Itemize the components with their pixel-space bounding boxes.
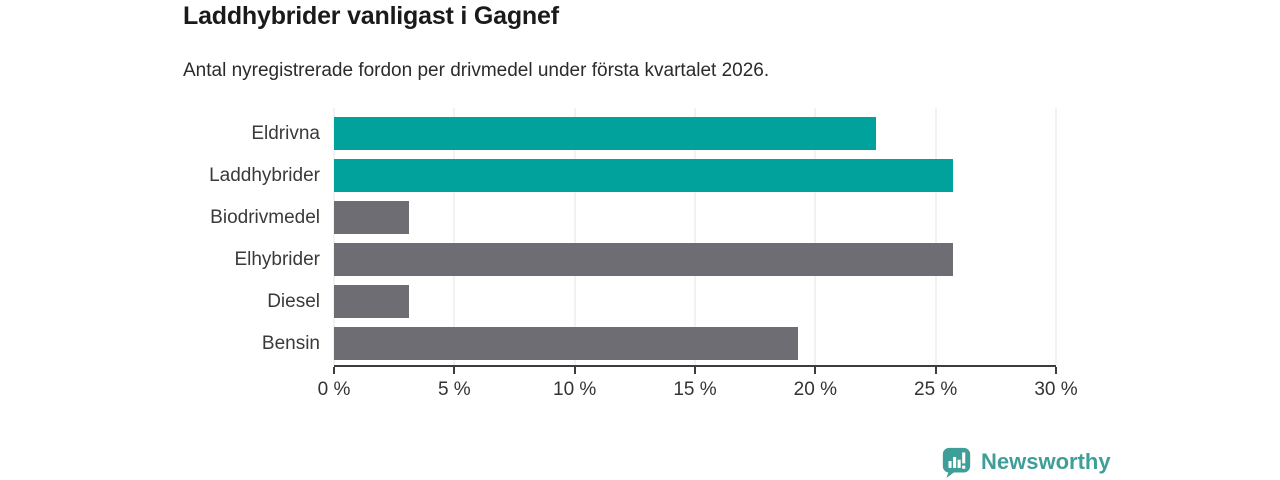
gridline bbox=[814, 108, 816, 365]
gridline bbox=[333, 108, 335, 365]
x-axis-tick bbox=[1055, 367, 1057, 374]
newsworthy-logo-icon bbox=[942, 447, 971, 478]
x-axis-tick bbox=[333, 367, 335, 374]
category-label: Eldrivna bbox=[251, 123, 320, 144]
x-axis-tick-label: 25 % bbox=[914, 379, 958, 400]
x-axis-tick-label: 30 % bbox=[1034, 379, 1078, 400]
x-axis-tick bbox=[453, 367, 456, 374]
x-axis-tick-label: 20 % bbox=[793, 379, 837, 400]
gridline bbox=[694, 108, 696, 365]
brand-name: Newsworthy bbox=[981, 449, 1111, 474]
category-label: Laddhybrider bbox=[209, 165, 320, 186]
x-axis-tick-label: 10 % bbox=[553, 379, 597, 400]
bar-diesel bbox=[334, 285, 409, 318]
bar-chart-plot-area: 0 % 5 % 10 % 15 % 20 % 25 % 30 % Eldrivna Laddhy… bbox=[209, 108, 1078, 400]
x-axis-tick-label: 5 % bbox=[437, 379, 471, 400]
x-axis-tick-label: 15 % bbox=[673, 379, 717, 400]
gridline bbox=[453, 108, 455, 365]
bar-biodrivmedel bbox=[334, 201, 409, 234]
gridline bbox=[935, 108, 937, 365]
bar-laddhybrider bbox=[334, 159, 953, 192]
x-axis-tick bbox=[934, 367, 937, 374]
x-axis-tick-label: 0 % bbox=[317, 379, 351, 400]
category-label: Diesel bbox=[267, 291, 320, 312]
x-axis-tick bbox=[814, 367, 817, 374]
gridline bbox=[1055, 108, 1057, 365]
gridline bbox=[574, 108, 576, 365]
page-title: Laddhybrider vanligast i Gagnef bbox=[183, 2, 559, 30]
bar-bensin bbox=[334, 327, 799, 360]
chart-subtitle: Antal nyregistrerade fordon per drivmede… bbox=[183, 60, 770, 81]
brand-footer: Newsworthy bbox=[941, 446, 1111, 478]
category-label: Biodrivmedel bbox=[210, 207, 320, 228]
x-axis-tick bbox=[694, 367, 696, 374]
category-label: Bensin bbox=[261, 333, 320, 354]
bar-elhybrider bbox=[334, 243, 953, 276]
x-axis-tick bbox=[573, 367, 576, 374]
category-label: Elhybrider bbox=[234, 249, 320, 270]
bar-eldrivna bbox=[334, 117, 876, 150]
